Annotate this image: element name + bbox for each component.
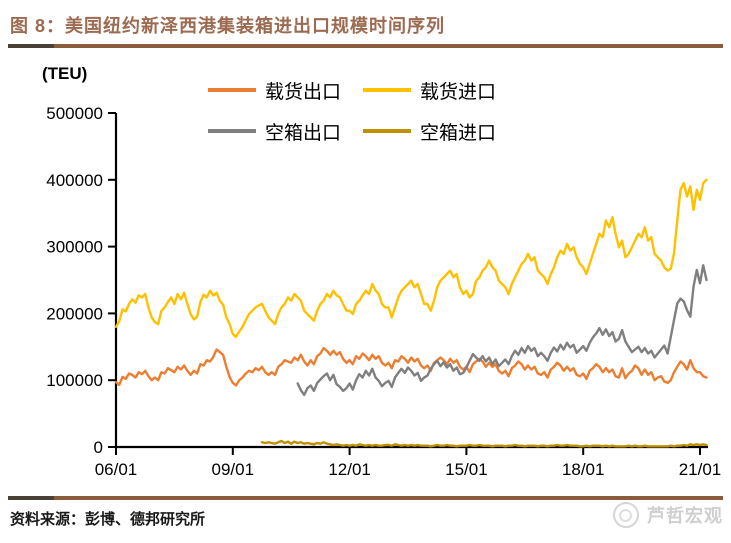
footer-divider-brown-segment [54,496,723,500]
x-tick-label: 09/01 [212,460,255,479]
series-loaded-import [114,178,708,338]
chart-plot: 0 100000 200000 300000 400000 500000 06/01 09/0… [46,104,722,479]
series-loaded-export [114,346,708,387]
footer-divider-dark-segment [8,496,54,500]
watermark-logo-icon [613,502,639,528]
source-text: 资料来源：彭博、德邦研究所 [10,511,206,528]
series-empty-import [260,439,708,448]
x-tick-label: 06/01 [95,460,138,479]
y-tick-label: 200000 [46,304,103,323]
legend-label-loaded-export: 载货出口 [265,81,342,103]
legend-item-empty-export: 空箱出口 [208,118,358,145]
legend-item-loaded-import: 载货进口 [363,77,513,104]
legend-label-empty-export: 空箱出口 [265,122,342,144]
legend-line-empty-import [363,129,411,133]
legend-label-loaded-import: 载货进口 [420,81,497,103]
chart-legend: 载货出口 载货进口 空箱出口 空箱进口 [208,78,538,160]
y-tick-label: 300000 [46,238,103,257]
y-tick-label: 500000 [46,104,103,123]
legend-line-empty-export [208,129,256,133]
series-empty-export [296,264,708,397]
legend-row-1: 载货出口 载货进口 [208,77,538,104]
legend-line-loaded-import [363,88,411,92]
title-divider-brown-segment [54,44,723,48]
watermark-text: 芦哲宏观 [647,506,723,526]
x-tick-label: 18/01 [562,460,605,479]
y-tick-label: 0 [94,438,103,457]
title-divider [8,44,723,48]
page-title: 图 8：美国纽约新泽西港集装箱进出口规模时间序列 [10,16,446,36]
y-tick-label: 100000 [46,371,103,390]
footer-divider [8,496,723,500]
title-divider-dark-segment [8,44,54,48]
x-tick-label: 15/01 [445,460,488,479]
watermark: 芦哲宏观 [613,502,723,528]
legend-item-empty-import: 空箱进口 [363,118,513,145]
y-tick-label: 400000 [46,171,103,190]
legend-row-2: 空箱出口 空箱进口 [208,118,538,145]
legend-item-loaded-export: 载货出口 [208,77,358,104]
x-tick-label: 12/01 [328,460,371,479]
y-axis-unit-label: (TEU) [42,64,88,83]
legend-label-empty-import: 空箱进口 [420,122,497,144]
legend-line-loaded-export [208,88,256,92]
x-tick-label: 21/01 [679,460,722,479]
